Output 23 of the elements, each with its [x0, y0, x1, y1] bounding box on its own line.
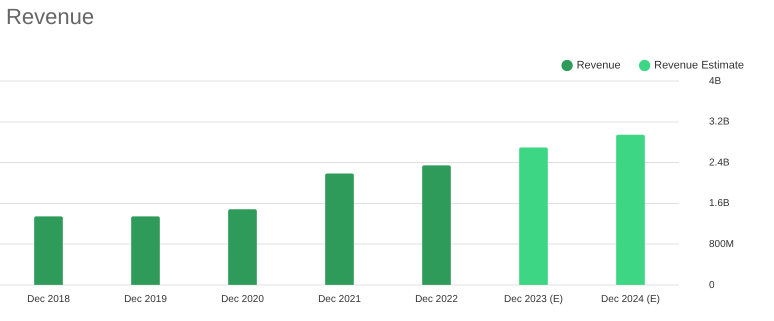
x-tick-label: Dec 2020 — [221, 294, 264, 305]
y-tick-label: 4B — [708, 76, 722, 87]
bar — [34, 216, 63, 285]
y-tick-label: 0 — [708, 280, 715, 291]
bar — [616, 134, 645, 285]
y-tick-label: 800M — [708, 238, 734, 250]
bar — [325, 173, 354, 285]
bar — [131, 216, 160, 285]
y-tick-label: 1.6B — [708, 198, 730, 210]
bar — [228, 209, 257, 285]
y-tick-label: 2.4B — [708, 157, 730, 168]
x-tick-label: Dec 2024 (E) — [601, 294, 660, 305]
x-tick-label: Dec 2019 — [124, 294, 168, 305]
x-tick-label: Dec 2023 (E) — [504, 294, 563, 305]
x-tick-label: Dec 2022 — [415, 294, 458, 305]
x-tick-label: Dec 2018 — [27, 294, 70, 305]
bar — [519, 147, 548, 285]
x-tick-label: Dec 2021 — [318, 294, 362, 305]
chart-title: Revenue — [6, 4, 94, 30]
y-tick-label: 3.2B — [708, 116, 730, 128]
legend-label: Revenue — [576, 60, 621, 72]
bar — [422, 165, 451, 285]
legend-label: Revenue Estimate — [654, 60, 744, 72]
